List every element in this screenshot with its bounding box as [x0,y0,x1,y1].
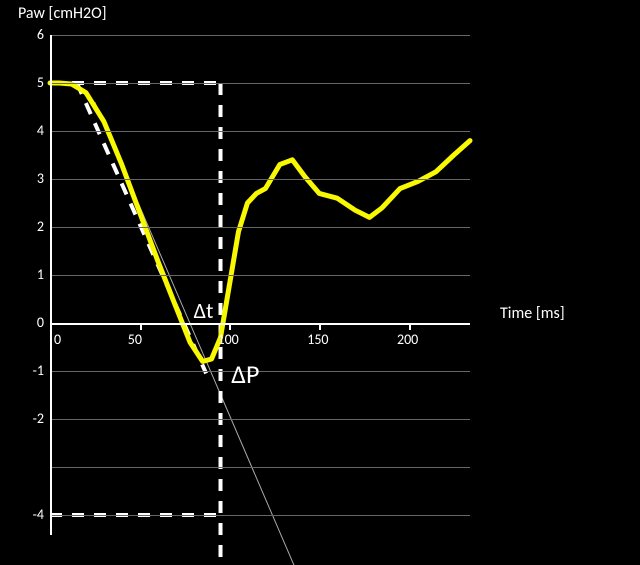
delta-t-label: Δt [194,297,214,324]
x-tick-label: 100 [217,331,238,348]
gridline-h [50,227,470,228]
x-tick [140,323,142,330]
x-tick-label: 150 [307,331,328,348]
y-axis-title: Paw [cmH2O] [18,4,107,23]
y-tick-label: 5 [37,74,44,91]
gridline-h [50,83,470,84]
y-tick-label: 2 [37,218,44,235]
gridline-h [50,131,470,132]
x-tick [50,323,52,330]
x-tick-label: 0 [54,331,61,348]
y-tick-label: -2 [33,410,44,427]
y-tick-label: 0 [37,314,44,331]
pressure-time-chart: Paw [cmH2O] Time [ms] -4 -2 -1 0 1 2 3 4 5 6 0 50 10… [0,0,640,565]
y-tick-label: 3 [37,170,44,187]
x-tick-label: 50 [128,331,142,348]
x-tick [229,323,231,330]
y-tick-label: 4 [37,122,44,139]
gridline-h [50,467,470,468]
gridline-h [50,515,470,516]
x-tick-label: 200 [397,331,418,348]
y-tick-label: 1 [37,266,44,283]
chart-svg [0,0,640,565]
x-axis-title: Time [ms] [500,304,565,323]
x-tick [409,323,411,330]
gridline-h [50,419,470,420]
delta-p-label: ΔP [231,358,259,390]
y-tick-label: -4 [33,506,44,523]
gridline-h [50,371,470,372]
y-axis-line [50,35,52,535]
gridline-h [50,275,470,276]
y-tick-label: 6 [37,26,44,43]
x-axis-line [50,323,470,325]
gridline-h [50,179,470,180]
pressure-trace [50,83,470,361]
x-tick [319,323,321,330]
gridline-h [50,35,470,36]
y-tick-label: -1 [33,362,44,379]
